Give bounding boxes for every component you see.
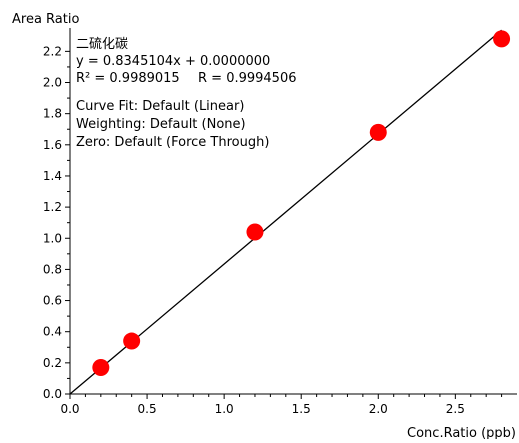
data-point [123, 332, 141, 350]
y-tick-label: 0.2 [43, 356, 62, 370]
series-layer [69, 29, 511, 395]
y-tick-label: 0.0 [43, 387, 62, 401]
curve-fit-setting: Curve Fit: Default (Linear) [76, 99, 244, 114]
regression-line [69, 29, 503, 395]
r-value: R = 0.9994506 [198, 71, 297, 86]
regression-equation: y = 0.8345104x + 0.0000000 [76, 54, 270, 69]
data-point [493, 30, 511, 48]
y-tick-label: 2.2 [43, 44, 62, 58]
r-squared-value: R² = 0.9989015 [76, 71, 180, 86]
x-tick-label: 0.0 [60, 402, 79, 416]
y-tick-label: 0.4 [43, 325, 62, 339]
x-tick-label: 2.5 [446, 402, 465, 416]
y-tick-label: 1.4 [43, 169, 62, 183]
y-tick-label: 2.0 [43, 76, 62, 90]
y-tick-label: 0.8 [43, 262, 62, 276]
x-tick-label: 0.5 [138, 402, 157, 416]
x-tick-label: 1.0 [215, 402, 234, 416]
x-tick-label: 1.5 [292, 402, 311, 416]
y-tick-label: 1.0 [43, 231, 62, 245]
zero-setting: Zero: Default (Force Through) [76, 135, 269, 150]
y-tick-label: 1.8 [43, 107, 62, 121]
y-tick-label: 1.6 [43, 138, 62, 152]
compound-name: 二硫化碳 [76, 37, 128, 52]
annotation-block: 二硫化碳 y = 0.8345104x + 0.0000000 R² = 0.9… [76, 37, 297, 150]
x-axis-title: Conc.Ratio (ppb) [407, 426, 516, 439]
y-tick-label: 1.2 [43, 200, 62, 214]
x-tick-label: 2.0 [369, 402, 388, 416]
y-axis-title: Area Ratio [12, 12, 79, 27]
data-point [246, 223, 264, 241]
data-point [92, 359, 110, 377]
weighting-setting: Weighting: Default (None) [76, 117, 246, 132]
y-tick-label: 0.6 [43, 294, 62, 308]
axes: 0.0 0.2 0.4 0.6 0.8 1.0 1.2 1.4 1.6 1.8 2.0 2.2 0.0 0… [43, 28, 517, 416]
data-point [369, 123, 387, 141]
